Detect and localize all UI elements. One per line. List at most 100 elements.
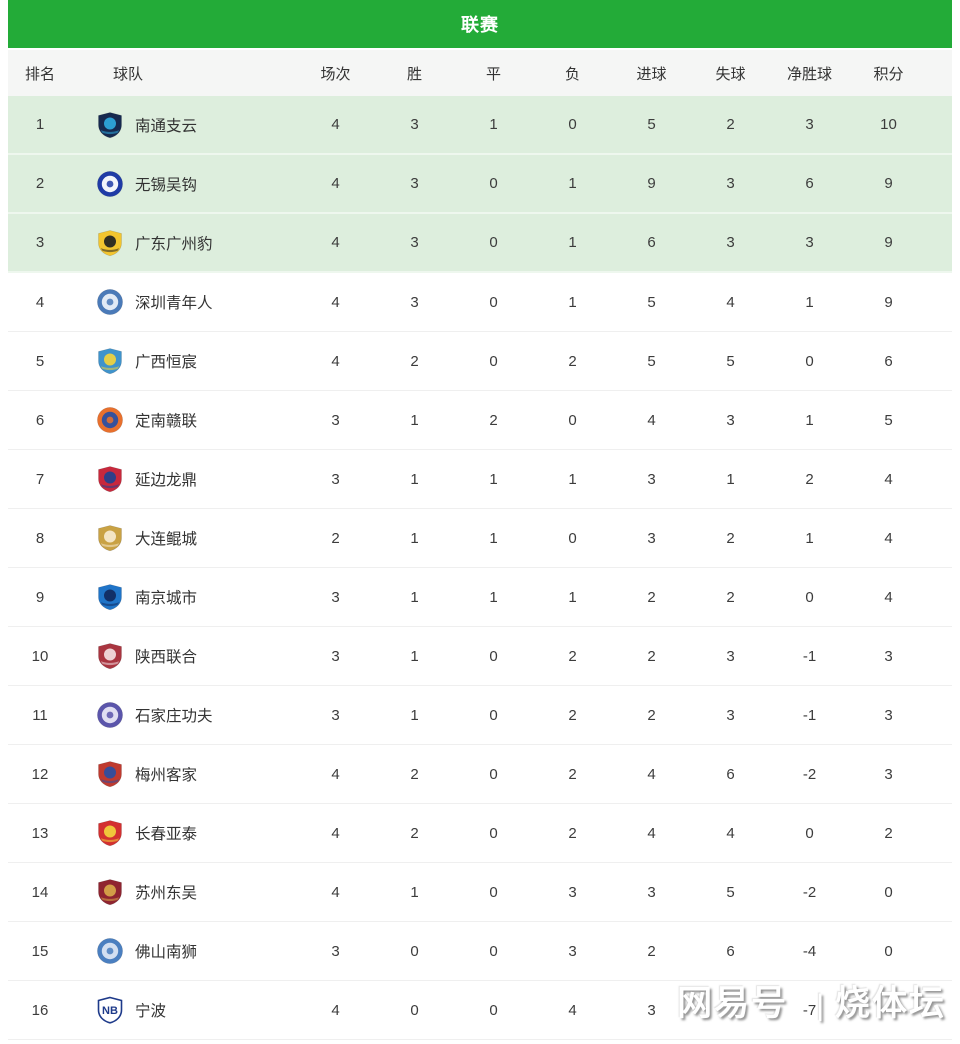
team-name: 南京城市 (135, 590, 198, 607)
team-name: 定南赣联 (135, 413, 198, 430)
table-row[interactable]: 13 长春亚泰 4 2 0 2 4 4 0 2 (8, 804, 952, 863)
points-cell: 4 (884, 588, 893, 606)
draws-cell: 0 (489, 765, 498, 783)
table-row[interactable]: 12 梅州客家 4 2 0 2 4 6 -2 3 (8, 745, 952, 804)
matches-cell: 4 (331, 116, 340, 133)
table-row[interactable]: 9 南京城市 3 1 1 1 2 2 0 4 (8, 568, 952, 627)
column-header-goal-diff: 净胜球 (786, 65, 832, 83)
goal-diff-cell: 3 (805, 116, 814, 133)
goal-diff-cell: 6 (805, 175, 814, 192)
goals-for-cell: 5 (647, 293, 656, 311)
losses-cell: 1 (568, 234, 577, 251)
goals-against-cell: 1 (726, 470, 735, 488)
losses-cell: 2 (568, 647, 577, 665)
points-cell: 9 (884, 175, 893, 192)
team-cell: 广东广州豹 (72, 229, 296, 257)
team-cell: 石家庄功夫 (72, 701, 296, 729)
goals-for-cell: 3 (647, 470, 656, 488)
column-header-rank: 排名 (24, 65, 55, 83)
team-cell: 佛山南狮 (72, 937, 296, 965)
table-row[interactable]: 4 深圳青年人 4 3 0 1 5 4 1 9 (8, 273, 952, 332)
team-name: 广西恒宸 (135, 354, 198, 371)
table-row[interactable]: 2 无锡吴钩 4 3 0 1 9 3 6 9 (8, 155, 952, 214)
table-row[interactable]: 14 苏州东吴 4 1 0 3 3 5 -2 0 (8, 863, 952, 922)
losses-cell: 1 (568, 470, 577, 488)
team-logo-icon (96, 347, 124, 375)
points-cell: 9 (884, 293, 893, 311)
matches-cell: 2 (331, 529, 340, 547)
table-row[interactable]: 15 佛山南狮 3 0 0 3 2 6 -4 0 (8, 922, 952, 981)
draws-cell: 0 (489, 175, 498, 192)
goal-diff-cell: 1 (805, 529, 814, 547)
goals-against-cell: 3 (726, 234, 735, 251)
points-cell: 0 (884, 942, 893, 960)
draws-cell: 0 (489, 883, 498, 901)
losses-cell: 2 (568, 765, 577, 783)
losses-cell: 2 (568, 824, 577, 842)
goal-diff-cell: 1 (805, 411, 814, 429)
wins-cell: 3 (410, 293, 419, 311)
rank-cell: 1 (35, 116, 45, 133)
draws-cell: 0 (489, 706, 498, 724)
rank-cell: 11 (32, 706, 48, 724)
wins-cell: 0 (410, 942, 419, 960)
team-logo-icon (96, 170, 124, 198)
team-name: 陕西联合 (135, 649, 198, 666)
goals-against-cell: 4 (726, 824, 735, 842)
team-logo-icon (96, 937, 124, 965)
draws-cell: 0 (489, 234, 498, 251)
table-row[interactable]: 7 延边龙鼎 3 1 1 1 3 1 2 4 (8, 450, 952, 509)
goals-against-cell: 3 (726, 706, 735, 724)
rank-cell: 6 (35, 411, 45, 429)
team-name: 无锡吴钩 (135, 176, 198, 194)
goal-diff-cell: 2 (805, 470, 814, 488)
team-name: 苏州东吴 (135, 885, 198, 902)
team-cell: 深圳青年人 (72, 288, 296, 316)
table-row[interactable]: 1 南通支云 4 3 1 0 5 2 3 10 (8, 96, 952, 155)
wins-cell: 1 (410, 588, 419, 606)
draws-cell: 0 (489, 942, 498, 960)
table-row[interactable]: 10 陕西联合 3 1 0 2 2 3 -1 3 (8, 627, 952, 686)
goal-diff-cell: -2 (802, 765, 817, 783)
points-cell: 3 (884, 647, 893, 665)
wins-cell: 1 (410, 529, 419, 547)
goal-diff-cell: -7 (802, 1001, 817, 1019)
matches-cell: 4 (331, 293, 340, 311)
wins-cell: 3 (410, 234, 419, 251)
table-row[interactable]: 3 广东广州豹 4 3 0 1 6 3 3 9 (8, 214, 952, 273)
goal-diff-cell: 0 (805, 588, 814, 606)
points-cell: 5 (884, 411, 893, 429)
points-cell: 3 (884, 706, 893, 724)
goals-for-cell: 4 (647, 824, 656, 842)
table-row[interactable]: 5 广西恒宸 4 2 0 2 5 5 0 6 (8, 332, 952, 391)
goal-diff-cell: 3 (805, 234, 814, 251)
goals-against-cell: 2 (726, 116, 735, 133)
points-cell: 2 (884, 824, 893, 842)
goals-for-cell: 6 (647, 234, 656, 251)
table-row[interactable]: 8 大连鲲城 2 1 1 0 3 2 1 4 (8, 509, 952, 568)
team-logo-icon (96, 229, 124, 257)
losses-cell: 3 (568, 883, 577, 901)
table-row[interactable]: 11 石家庄功夫 3 1 0 2 2 3 -1 3 (8, 686, 952, 745)
goals-for-cell: 3 (647, 1001, 656, 1019)
table-row[interactable]: 16 NB 宁波 4 0 0 4 3 -7 (8, 981, 952, 1040)
rank-cell: 10 (31, 647, 49, 665)
goals-against-cell: 6 (726, 765, 735, 783)
team-cell: 定南赣联 (72, 406, 296, 434)
team-logo-icon (96, 111, 124, 139)
losses-cell: 1 (568, 175, 577, 192)
draws-cell: 0 (489, 352, 498, 370)
table-row[interactable]: 6 定南赣联 3 1 2 0 4 3 1 5 (8, 391, 952, 450)
wins-cell: 1 (410, 883, 419, 901)
wins-cell: 1 (410, 470, 419, 488)
team-logo-icon (96, 760, 124, 788)
team-logo-icon (96, 406, 124, 434)
column-header-matches: 场次 (320, 65, 351, 83)
goal-diff-cell: 0 (805, 824, 814, 842)
rank-cell: 12 (31, 765, 49, 783)
rank-cell: 16 (31, 1001, 49, 1019)
team-cell: 梅州客家 (72, 760, 296, 788)
matches-cell: 4 (331, 234, 340, 251)
losses-cell: 1 (568, 293, 577, 311)
